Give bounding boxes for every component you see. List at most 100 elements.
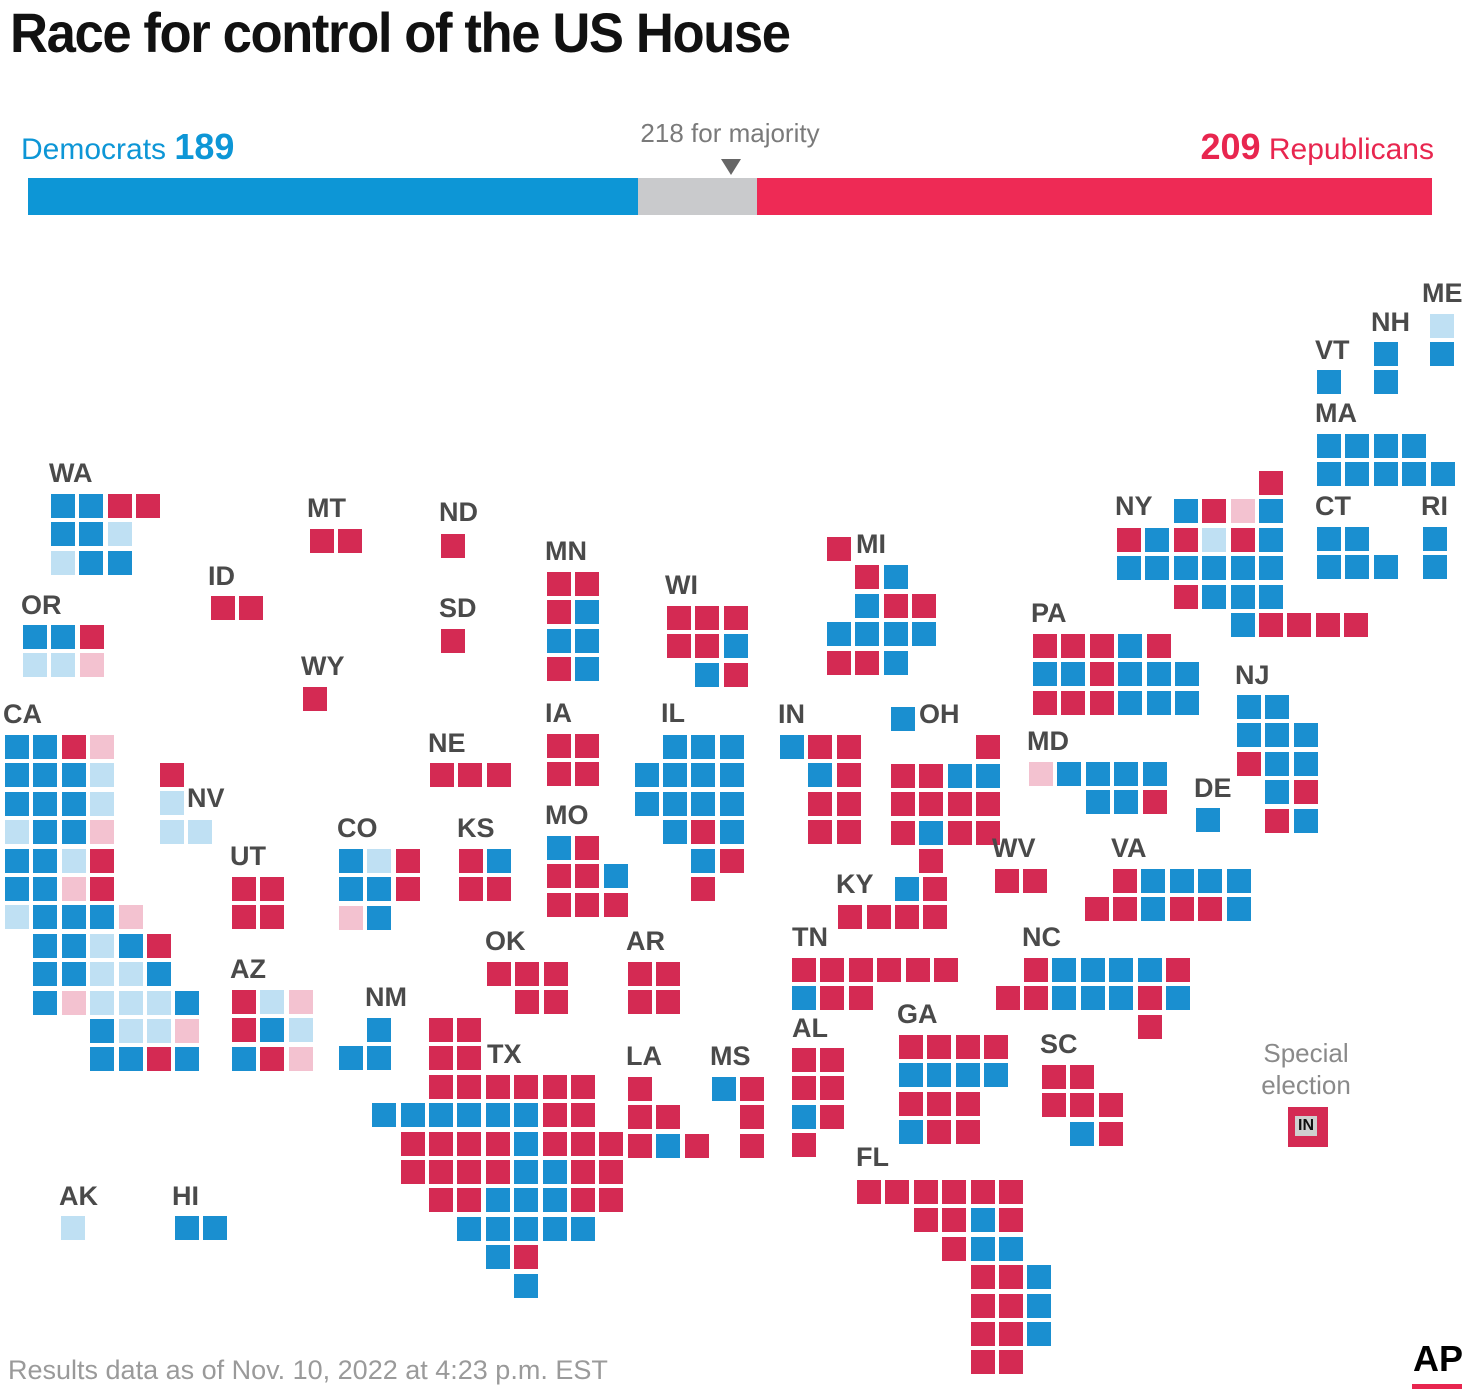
district-tx-rep-won bbox=[542, 1074, 567, 1099]
district-ct-dem-won bbox=[1317, 527, 1341, 551]
district-nj-rep-won bbox=[1293, 780, 1318, 805]
district-in-dem-won bbox=[808, 763, 833, 788]
district-va-dem-won bbox=[1226, 897, 1251, 922]
district-tx-rep-won bbox=[457, 1131, 482, 1156]
district-al-rep-won bbox=[820, 1076, 845, 1101]
district-tx-rep-won bbox=[400, 1160, 425, 1184]
district-ct-dem-won bbox=[1317, 555, 1341, 580]
special-election-state: IN bbox=[1295, 1116, 1317, 1136]
district-ms-rep-won bbox=[740, 1133, 765, 1158]
district-ia-rep-won bbox=[575, 734, 600, 758]
district-tx-rep-won bbox=[514, 1245, 539, 1270]
district-in-rep-won bbox=[836, 735, 861, 759]
district-co-dem-won bbox=[339, 849, 363, 873]
district-ca-dem-leading bbox=[118, 990, 143, 1015]
district-mo-dem-won bbox=[603, 864, 628, 889]
district-tx-rep-won bbox=[400, 1131, 425, 1156]
district-nj-dem-won bbox=[1265, 723, 1290, 748]
district-nj-dem-won bbox=[1293, 751, 1318, 776]
district-co-dem-won bbox=[367, 877, 392, 902]
district-tx-dem-won bbox=[485, 1245, 510, 1270]
district-ny-dem-won bbox=[1145, 556, 1170, 581]
district-me-dem-won bbox=[1430, 342, 1454, 367]
district-ga-dem-won bbox=[899, 1063, 923, 1088]
state-label-nc: NC bbox=[1022, 922, 1061, 952]
district-md-rep-leading bbox=[1029, 762, 1053, 786]
state-label-nj: NJ bbox=[1235, 660, 1270, 690]
district-hi-dem-won bbox=[175, 1216, 199, 1240]
district-pa-dem-won bbox=[1175, 662, 1199, 687]
district-ca-dem-won bbox=[175, 1047, 200, 1072]
district-wa-dem-won bbox=[79, 494, 104, 518]
district-ca-dem-won bbox=[5, 791, 29, 816]
district-wa-dem-won bbox=[51, 494, 75, 518]
state-label-ne: NE bbox=[428, 728, 466, 758]
district-ny-dem-won bbox=[1259, 499, 1283, 524]
state-label-ok: OK bbox=[485, 926, 526, 956]
district-pa-rep-won bbox=[1089, 662, 1114, 687]
district-sc-rep-won bbox=[1042, 1065, 1066, 1089]
district-il-dem-won bbox=[634, 791, 659, 816]
district-ca-dem-won bbox=[118, 1047, 143, 1072]
district-wi-rep-won bbox=[695, 606, 720, 630]
district-ca-dem-won bbox=[147, 962, 171, 987]
state-label-ia: IA bbox=[545, 698, 572, 728]
district-mn-rep-won bbox=[547, 572, 571, 596]
district-fl-rep-won bbox=[913, 1180, 938, 1204]
district-nc-dem-won bbox=[1109, 986, 1134, 1011]
district-nc-dem-won bbox=[1109, 958, 1134, 982]
district-tn-dem-won bbox=[792, 986, 816, 1011]
district-ny-dem-won bbox=[1117, 556, 1141, 581]
district-la-rep-won bbox=[628, 1133, 652, 1158]
district-az-rep-won bbox=[232, 990, 256, 1014]
district-az-dem-won bbox=[232, 1046, 256, 1071]
district-tx-dem-won bbox=[400, 1103, 425, 1128]
state-label-ar: AR bbox=[626, 926, 665, 956]
district-md-rep-won bbox=[1142, 790, 1167, 815]
district-tx-rep-won bbox=[599, 1131, 624, 1156]
district-nv-rep-won bbox=[160, 763, 184, 787]
district-tx-dem-won bbox=[457, 1103, 482, 1128]
district-nc-rep-won bbox=[1024, 986, 1048, 1011]
state-label-or: OR bbox=[21, 590, 62, 620]
district-il-dem-won bbox=[663, 763, 687, 788]
district-oh-rep-won bbox=[891, 763, 915, 788]
district-tx-rep-won bbox=[542, 1131, 567, 1156]
district-ut-rep-won bbox=[232, 905, 256, 930]
special-election-label-line1: Special bbox=[1263, 1038, 1349, 1068]
district-mo-rep-won bbox=[575, 864, 600, 889]
district-ny-dem-won bbox=[1145, 527, 1170, 552]
district-ca-dem-leading bbox=[5, 905, 29, 930]
district-in-rep-won bbox=[808, 791, 833, 816]
district-fl-rep-won bbox=[942, 1208, 967, 1233]
district-fl-rep-won bbox=[999, 1180, 1023, 1204]
district-tn-rep-won bbox=[848, 986, 873, 1011]
district-or-rep-won bbox=[79, 625, 104, 649]
district-fl-rep-won bbox=[999, 1208, 1023, 1233]
district-oh-dem-won bbox=[976, 763, 1001, 788]
district-ar-rep-won bbox=[656, 990, 681, 1015]
district-ca-dem-won bbox=[61, 962, 86, 987]
district-md-dem-won bbox=[1085, 762, 1110, 786]
district-mi-dem-won bbox=[883, 565, 908, 590]
district-ca-dem-won bbox=[118, 933, 143, 958]
district-il-dem-won bbox=[719, 763, 744, 788]
district-fl-dem-won bbox=[1027, 1293, 1052, 1318]
district-ma-dem-won bbox=[1373, 434, 1398, 458]
district-pa-rep-won bbox=[1033, 690, 1057, 715]
district-ny-dem-leading bbox=[1202, 527, 1227, 552]
district-il-dem-won bbox=[719, 820, 744, 845]
district-ms-rep-won bbox=[740, 1105, 765, 1130]
district-il-rep-won bbox=[719, 848, 744, 873]
district-tx-rep-won bbox=[485, 1074, 510, 1099]
district-id-rep-won bbox=[211, 596, 235, 620]
state-label-me: ME bbox=[1422, 278, 1462, 308]
district-nv-dem-leading bbox=[160, 791, 184, 816]
district-pa-dem-won bbox=[1146, 662, 1171, 687]
district-md-dem-won bbox=[1085, 790, 1110, 815]
district-va-rep-won bbox=[1113, 897, 1137, 922]
district-in-rep-won bbox=[836, 791, 861, 816]
district-ma-dem-won bbox=[1345, 462, 1370, 487]
district-nj-rep-won bbox=[1265, 808, 1290, 833]
state-label-ut: UT bbox=[230, 841, 266, 871]
